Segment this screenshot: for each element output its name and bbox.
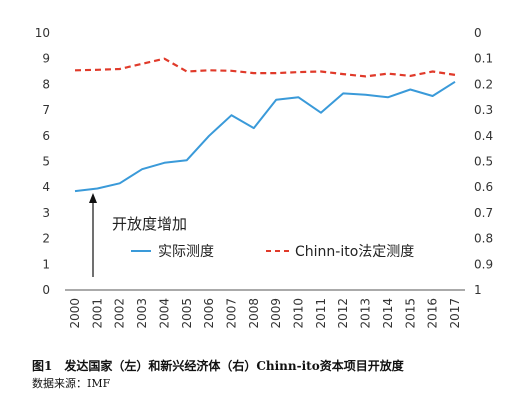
x-tick-label: 2014: [381, 298, 395, 329]
x-tick-label: 2004: [157, 298, 171, 329]
right-tick-label: 0.7: [474, 206, 493, 220]
left-tick-label: 3: [42, 206, 50, 220]
right-axis-ticks: 0 0.1 0.2 0.3 0.4 0.5 0.6 0.7 0.8 0.9 1: [474, 26, 493, 297]
x-tick-label: 2017: [448, 298, 462, 329]
legend-label-dejure: Chinn-ito法定测度: [295, 244, 414, 260]
left-tick-label: 1: [42, 257, 50, 271]
x-tick-label: 2012: [336, 298, 350, 329]
series-layer: [74, 57, 456, 193]
figure-caption: 图1 发达国家（左）和新兴经济体（右）Chinn-ito资本项目开放度: [32, 359, 404, 373]
left-tick-label: 2: [42, 232, 50, 246]
right-tick-label: 1: [474, 283, 482, 297]
x-tick-label: 2002: [113, 298, 127, 329]
x-tick-label: 2016: [426, 298, 440, 329]
x-tick-label: 2013: [359, 298, 373, 329]
annotation-text: 开放度增加: [112, 215, 187, 233]
x-tick-label: 2006: [202, 298, 216, 329]
x-tick-label: 2000: [68, 298, 82, 329]
right-tick-label: 0.3: [474, 103, 493, 117]
x-tick-label: 2005: [180, 298, 194, 329]
left-tick-label: 10: [35, 26, 50, 40]
x-tick-label: 2010: [292, 298, 306, 329]
right-tick-label: 0.9: [474, 257, 493, 271]
series-line-0: [74, 80, 456, 193]
left-tick-label: 9: [42, 52, 50, 66]
annotation: 开放度增加: [89, 193, 187, 277]
x-tick-label: 2003: [135, 298, 149, 329]
x-tick-label: 2009: [269, 298, 283, 329]
right-tick-label: 0.4: [474, 129, 493, 143]
right-tick-label: 0.5: [474, 155, 493, 169]
x-tick-label: 2008: [247, 298, 261, 329]
left-tick-label: 8: [42, 77, 50, 91]
right-tick-label: 0: [474, 26, 482, 40]
left-axis-ticks: 0 1 2 3 4 5 6 7 8 9 10: [35, 26, 50, 297]
x-tick-label: 2007: [224, 298, 238, 329]
left-tick-label: 5: [42, 155, 50, 169]
x-tick-label: 2011: [314, 298, 328, 329]
legend: 实际测度 Chinn-ito法定测度: [131, 244, 414, 260]
left-tick-label: 6: [42, 129, 50, 143]
x-tick-label: 2001: [90, 298, 104, 329]
right-tick-label: 0.2: [474, 77, 493, 91]
series-line-1: [74, 57, 456, 78]
data-source: 数据来源：IMF: [32, 377, 111, 390]
annotation-arrow-head: [89, 193, 97, 203]
left-tick-label: 7: [42, 103, 50, 117]
right-tick-label: 0.8: [474, 232, 493, 246]
x-tick-label: 2015: [403, 298, 417, 329]
legend-label-actual: 实际测度: [158, 244, 214, 260]
left-tick-label: 4: [42, 180, 50, 194]
line-chart: 0 1 2 3 4 5 6 7 8 9 10 0 0.1 0.2 0.3 0.4 0.5 0.6 0.7 0.8 0.…: [35, 26, 493, 329]
x-axis-ticks: 2000 2001 2002 2003 2004 2005 2006 2007 2008 2009…: [68, 298, 462, 329]
right-tick-label: 0.1: [474, 52, 493, 66]
left-tick-label: 0: [42, 283, 50, 297]
right-tick-label: 0.6: [474, 180, 493, 194]
